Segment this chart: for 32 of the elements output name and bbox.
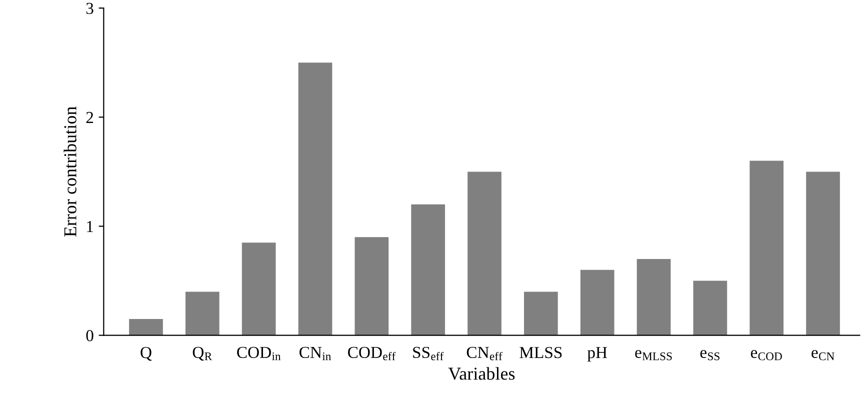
x-tick-label: SS$_{eff}$ (413, 346, 444, 360)
x-tick-label: e$_{COD}$ (750, 350, 782, 360)
x-tick-label: COD$_{in}$ (237, 346, 281, 360)
y-tick-label: 1 (87, 221, 93, 232)
x-tick-label: e$_{MLSS}$ (635, 350, 672, 360)
bar (354, 237, 389, 336)
bar (693, 280, 728, 336)
x-axis-title: Variables (448, 367, 515, 380)
x-tick-label: MLSS (520, 346, 562, 358)
x-tick-label: e$_{SS}$ (700, 350, 720, 360)
x-tick-label: CN$_{eff}$ (466, 346, 502, 360)
bar (411, 204, 446, 336)
y-axis-title: Error contribution (64, 106, 76, 237)
x-tick-label: CN$_{in}$ (300, 346, 332, 360)
bar (524, 292, 558, 336)
x-tick-label: Q (140, 346, 152, 361)
bar (806, 172, 840, 336)
bar (129, 318, 163, 336)
x-tick-label: Q$_{R}$ (192, 346, 212, 361)
bar (242, 242, 276, 336)
bar (636, 258, 671, 336)
bar (298, 62, 332, 336)
x-tick-label: e$_{CN}$ (812, 350, 834, 360)
x-tick-label: pH (587, 347, 608, 362)
y-tick-label: 3 (86, 2, 94, 14)
bar (468, 172, 502, 336)
bar (580, 270, 614, 336)
y-tick-label: 0 (86, 330, 94, 342)
y-tick-label: 2 (86, 112, 94, 123)
bar (185, 292, 220, 336)
bar (750, 160, 784, 336)
x-tick-label: COD$_{eff}$ (348, 346, 396, 360)
